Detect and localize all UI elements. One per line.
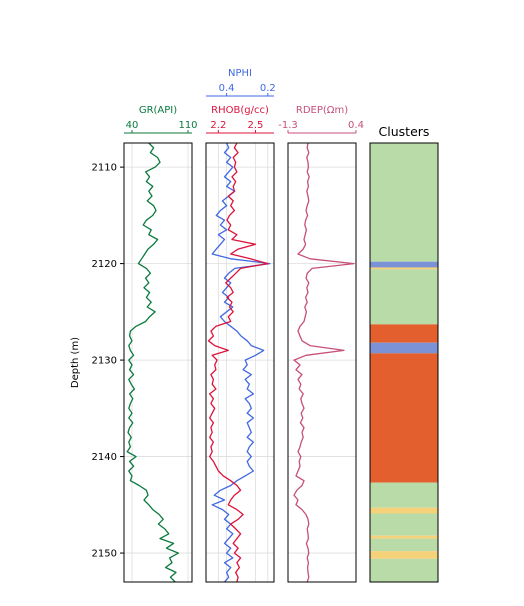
gr-curve <box>126 142 180 583</box>
rdep-tick-label: -1.3 <box>278 120 298 131</box>
nphi-tick-label: 0.2 <box>260 83 276 94</box>
cluster-interval <box>370 261 438 268</box>
depth-axis-label: Depth (m) <box>70 337 81 388</box>
nphi-tick-label: 0.4 <box>219 83 235 94</box>
rhob-tick-label: 2.2 <box>210 120 226 131</box>
cluster-interval <box>370 535 438 539</box>
rhob-curve <box>207 142 269 583</box>
gr-panel-frame <box>123 142 193 583</box>
res-panel-frame <box>287 142 357 583</box>
cluster-interval <box>370 267 438 270</box>
rdep-axis-title: RDEP(Ωm) <box>296 105 348 116</box>
cluster-interval <box>370 558 438 582</box>
gr-axis-title: GR(API) <box>139 105 177 116</box>
rhob-axis-title: RHOB(g/cc) <box>211 105 269 116</box>
cluster-interval <box>370 513 438 536</box>
cluster-interval <box>370 342 438 354</box>
cl-panel-frame <box>369 142 439 583</box>
nphi-axis-title: NPHI <box>228 68 252 79</box>
depth-tick-label: 2120 <box>92 259 117 270</box>
depth-tick-label: 2110 <box>92 163 117 174</box>
cluster-interval <box>370 353 438 483</box>
rdep-tick-label: 0.4 <box>348 120 364 131</box>
rhob-tick-label: 2.5 <box>248 120 264 131</box>
gr-tick-label: 40 <box>126 120 139 131</box>
cluster-interval <box>370 269 438 325</box>
cluster-interval <box>370 507 438 514</box>
cluster-interval <box>370 143 438 262</box>
nd-panel-frame <box>205 142 275 583</box>
cluster-interval <box>370 538 438 552</box>
cluster-interval <box>370 482 438 508</box>
depth-tick-label: 2130 <box>92 356 117 367</box>
cluster-interval <box>370 551 438 559</box>
depth-tick-label: 2150 <box>92 549 117 560</box>
rdep-curve <box>293 142 355 583</box>
gr-tick-label: 110 <box>178 120 197 131</box>
depth-tick-label: 2140 <box>92 452 117 463</box>
nphi-curve <box>211 142 271 583</box>
clusters-title: Clusters <box>379 124 430 139</box>
cluster-interval <box>370 324 438 343</box>
